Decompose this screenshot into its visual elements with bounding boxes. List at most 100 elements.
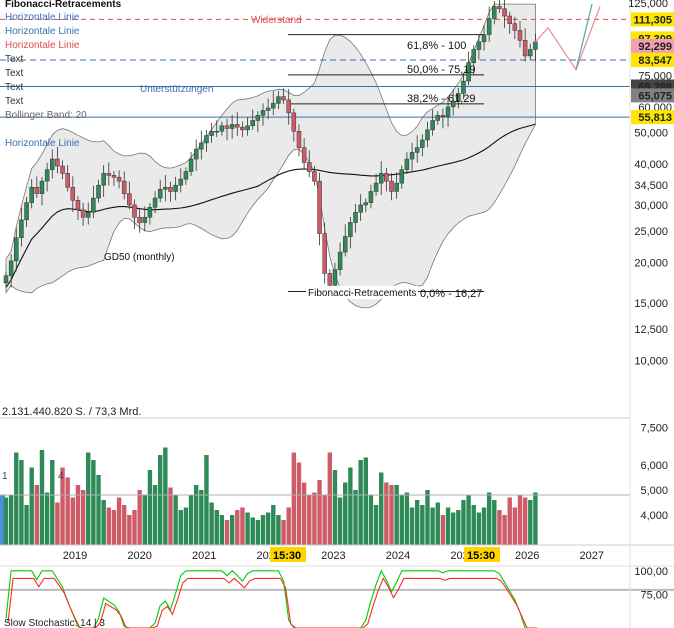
volume-bar-61 (317, 480, 322, 545)
volume-bar-48 (250, 517, 255, 545)
legend-item-3: Horizontale Linie (5, 40, 80, 51)
candle-body-103 (533, 41, 538, 50)
candle-39 (204, 129, 209, 152)
volume-bar-73 (379, 472, 384, 545)
candle-body-39 (204, 135, 209, 144)
candle-body-13 (70, 186, 76, 201)
candle-body-36 (188, 158, 194, 172)
candle-body-66 (342, 236, 348, 253)
candle-body-91 (471, 49, 476, 63)
stochastic-lines (0, 569, 674, 628)
candle-body-9 (50, 158, 55, 170)
candle-body-85 (440, 115, 446, 117)
candle-73 (378, 161, 384, 195)
volume-bar-18 (96, 475, 101, 545)
candle-body-59 (307, 162, 312, 172)
candle-body-64 (332, 269, 338, 286)
candle-45 (235, 112, 240, 136)
volume-bar-93 (481, 507, 487, 545)
x-tick-2023: 2023 (321, 550, 345, 562)
candle-body-87 (450, 100, 456, 108)
x-tick-2020: 2020 (127, 550, 151, 562)
candle-body-74 (384, 173, 389, 182)
candle-81 (420, 134, 425, 157)
fib-382-label: 38,2% - 61,29 (407, 93, 476, 105)
candle-body-6 (34, 186, 40, 194)
candle-body-11 (60, 165, 65, 174)
price-tag-4: 75,000 (638, 70, 672, 82)
volume-bar-49 (255, 520, 261, 545)
volume-bar-4 (24, 505, 29, 545)
volume-bar-9 (50, 460, 55, 545)
price-tag-bg-6 (631, 88, 674, 103)
candle-97 (502, 0, 507, 28)
price-tag-6: 65,075 (638, 90, 672, 102)
candle-body-8 (44, 169, 50, 182)
candle-32 (168, 181, 173, 202)
volume-bar-89 (461, 500, 466, 545)
volume-bar-58 (301, 482, 307, 545)
candle-66 (342, 224, 348, 257)
legend-item-0: Fibonacci-Retracements (5, 0, 122, 10)
candle-1 (8, 254, 14, 288)
volume-bar-7 (39, 450, 45, 545)
candle-2 (14, 228, 19, 272)
price-tag-2: 92,299 (638, 41, 672, 53)
candle-body-75 (389, 180, 394, 192)
volume-bar-31 (163, 447, 168, 545)
candle-body-4 (24, 202, 29, 221)
time-tag-1-bg (270, 547, 306, 562)
candle-body-71 (368, 191, 374, 203)
volume-bar-35 (183, 507, 189, 545)
candle-body-84 (435, 115, 441, 121)
volume-bar-41 (214, 510, 219, 545)
legend-item-7: Text (5, 96, 24, 107)
candle-body-33 (173, 184, 178, 192)
volume-bar-64 (332, 470, 338, 545)
candle-body-42 (219, 125, 225, 132)
volume-bar-44 (229, 515, 235, 545)
candle-body-48 (250, 120, 255, 127)
candle-body-73 (378, 173, 384, 184)
candle-12 (65, 165, 70, 192)
y-tick-5: 25,000 (634, 226, 668, 238)
candle-body-93 (481, 34, 487, 43)
candle-body-97 (502, 8, 507, 17)
candle-7 (39, 176, 45, 206)
stoch-tick-0: 100,00 (634, 566, 668, 578)
volume-bar-36 (188, 495, 194, 545)
stochastic-panel-bg (0, 566, 630, 628)
volume-bar-28 (147, 470, 153, 545)
candle-body-1 (8, 260, 14, 276)
candle-83 (430, 109, 435, 136)
candle-28 (147, 203, 153, 225)
volume-bar-15 (80, 490, 86, 545)
candle-body-68 (353, 211, 358, 223)
volume-small-label: 1 (2, 471, 8, 482)
volume-bar-32 (168, 487, 173, 545)
vol-tick-1: 6,000 (640, 460, 668, 472)
volume-bar-2 (14, 452, 19, 545)
candle-24 (127, 181, 132, 210)
volume-bar-65 (337, 497, 343, 545)
price-tag-0: 111,305 (633, 14, 672, 26)
candle-101 (522, 28, 528, 62)
candle-77 (399, 165, 405, 189)
volume-bar-16 (86, 452, 91, 545)
volume-bar-76 (394, 485, 399, 545)
candle-52 (271, 91, 276, 116)
candle-body-82 (425, 129, 430, 141)
volume-bar-101 (522, 497, 528, 545)
volume-bar-19 (101, 500, 106, 545)
candle-body-14 (75, 200, 81, 211)
x-tick-2019: 2019 (63, 550, 87, 562)
volume-bar-66 (343, 482, 348, 545)
candle-body-43 (224, 125, 230, 129)
candle-92 (476, 34, 482, 60)
price-tag-bg-3 (631, 53, 674, 68)
y-tick-7: 15,000 (634, 298, 668, 310)
volume-bar-67 (348, 467, 353, 545)
candle-23 (121, 171, 127, 200)
candle-body-98 (507, 15, 512, 24)
